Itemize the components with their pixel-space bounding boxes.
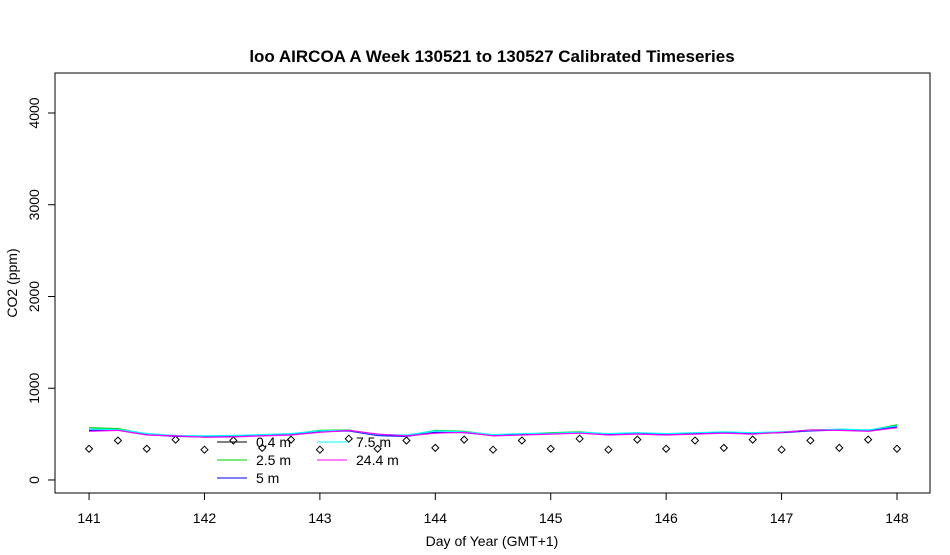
x-tick-label: 148 — [885, 510, 909, 526]
series-line — [88, 425, 898, 437]
data-point — [806, 436, 815, 445]
y-tick-label: 3000 — [26, 189, 42, 220]
series-line — [88, 427, 898, 438]
data-point — [777, 445, 786, 454]
data-point — [315, 445, 325, 454]
data-point — [546, 444, 555, 453]
data-point — [604, 445, 613, 454]
data-point — [142, 444, 151, 453]
data-point — [84, 444, 94, 453]
legend-label: 0.4 m — [256, 434, 291, 450]
data-point — [344, 434, 353, 443]
y-axis-label: CO2 (ppm) — [4, 248, 20, 317]
x-tick-label: 144 — [424, 510, 448, 526]
y-tick-label: 1000 — [26, 372, 42, 403]
plot-frame — [54, 72, 931, 494]
legend-label: 5 m — [256, 470, 279, 486]
legend-label: 7.5 m — [356, 434, 391, 450]
data-point — [113, 436, 123, 445]
data-point — [863, 435, 873, 444]
x-tick-label: 142 — [193, 510, 217, 526]
data-point — [373, 444, 382, 453]
x-tick-label: 143 — [308, 510, 332, 526]
x-tick-label: 146 — [654, 510, 678, 526]
data-point — [719, 443, 729, 453]
x-tick-label: 147 — [770, 510, 794, 526]
data-point — [835, 443, 844, 453]
data-point — [748, 435, 757, 444]
chart-title: loo AIRCOA A Week 130521 to 130527 Calib… — [249, 47, 734, 66]
data-point — [257, 443, 267, 453]
data-point — [575, 434, 584, 443]
x-tick-label: 141 — [77, 510, 101, 526]
legend-label: 2.5 m — [256, 452, 291, 468]
y-tick-label: 2000 — [26, 281, 42, 312]
data-point — [431, 443, 440, 453]
data-point — [402, 436, 411, 445]
data-point — [633, 435, 642, 444]
y-tick-label: 0 — [26, 476, 42, 484]
data-point — [690, 436, 700, 445]
data-point — [286, 435, 296, 444]
data-point — [517, 436, 527, 445]
data-point — [171, 435, 180, 444]
data-point — [459, 435, 469, 444]
data-point — [661, 444, 671, 453]
data-point — [488, 445, 498, 454]
data-point — [892, 444, 902, 453]
x-tick-label: 145 — [539, 510, 563, 526]
data-point — [200, 445, 209, 454]
legend-label: 24.4 m — [356, 452, 399, 468]
data-point — [229, 436, 238, 445]
y-tick-label: 4000 — [26, 97, 42, 128]
x-axis-label: Day of Year (GMT+1) — [426, 533, 559, 549]
